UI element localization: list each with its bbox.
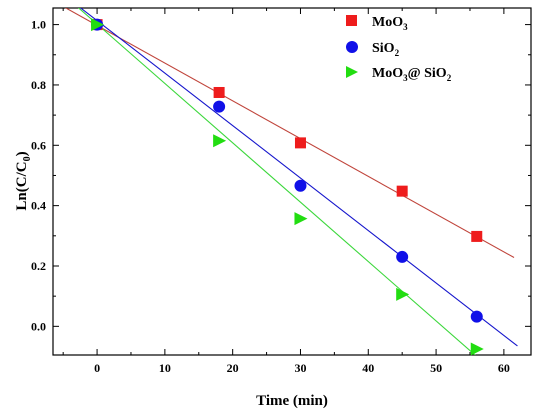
x-tick-label: 50 xyxy=(430,361,442,375)
plot-area xyxy=(52,7,532,356)
point-sio2 xyxy=(213,100,226,113)
fit-line-sio2 xyxy=(79,8,518,347)
y-axis-label: Ln(C/C0) xyxy=(14,151,33,210)
legend-marker-moo3-sio2 xyxy=(346,66,358,78)
point-sio2 xyxy=(294,179,307,192)
point-moo3 xyxy=(471,230,483,242)
point-moo3 xyxy=(294,137,306,149)
legend: MoO3 SiO2 MoO3@ SiO2 xyxy=(346,15,452,83)
tick-labels: 0 10 20 30 40 50 60 0.0 0.2 0.4 0.6 0.8 1.0 xyxy=(31,18,510,375)
y-tick-label: 1.0 xyxy=(31,18,46,32)
x-tick-label: 20 xyxy=(227,361,239,375)
fit-lines xyxy=(64,8,518,355)
y-axis-label-main: Ln(C/C xyxy=(14,161,30,210)
axis-ticks xyxy=(53,8,531,355)
legend-label-moo3-sio2: MoO3@ SiO2 xyxy=(372,66,452,83)
y-tick-label: 0.8 xyxy=(31,78,46,92)
data-markers xyxy=(91,18,484,356)
point-sio2 xyxy=(470,310,483,323)
y-tick-label: 0.2 xyxy=(31,259,46,273)
point-moo3-sio2 xyxy=(396,287,410,301)
point-moo3-sio2 xyxy=(91,18,105,32)
fit-line-moo3 xyxy=(64,8,515,259)
legend-label-sio2: SiO2 xyxy=(372,41,400,58)
x-tick-label: 0 xyxy=(94,361,100,375)
point-sio2 xyxy=(396,250,409,263)
y-tick-label: 0.6 xyxy=(31,138,46,152)
legend-label-moo3: MoO3 xyxy=(372,15,408,32)
x-tick-label: 10 xyxy=(159,361,171,375)
point-moo3 xyxy=(396,185,408,197)
legend-marker-sio2 xyxy=(346,41,358,53)
y-axis-label-close: ) xyxy=(14,151,30,156)
point-moo3 xyxy=(213,86,225,98)
x-tick-label: 40 xyxy=(362,361,374,375)
point-moo3-sio2 xyxy=(470,342,484,356)
x-axis-label: Time (min) xyxy=(256,393,328,409)
fit-line-moo3-sio2 xyxy=(77,8,476,355)
y-axis-label-sub: 0 xyxy=(22,156,33,161)
y-tick-label: 0.4 xyxy=(31,199,46,213)
y-tick-label: 0.0 xyxy=(31,319,46,333)
legend-marker-moo3 xyxy=(346,15,357,26)
x-tick-label: 60 xyxy=(498,361,510,375)
x-tick-label: 30 xyxy=(294,361,306,375)
point-moo3-sio2 xyxy=(294,212,308,226)
point-moo3-sio2 xyxy=(213,134,227,148)
